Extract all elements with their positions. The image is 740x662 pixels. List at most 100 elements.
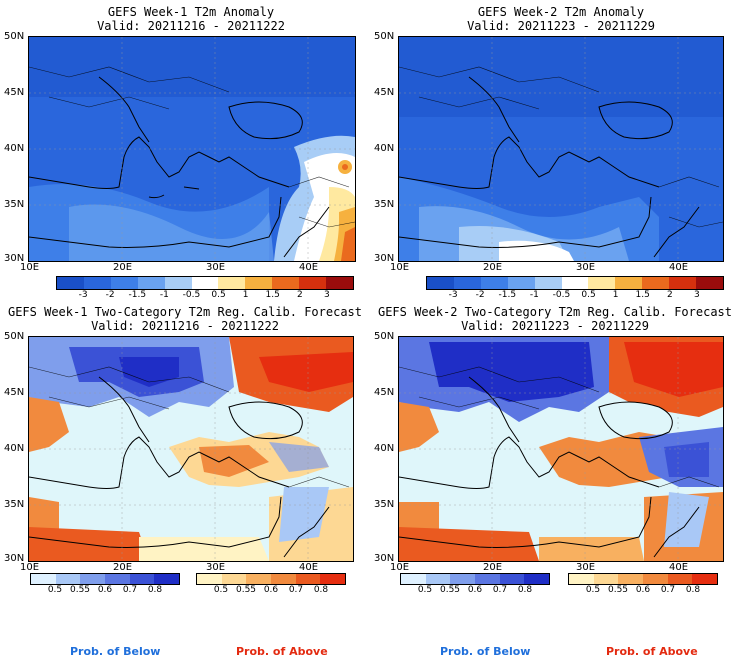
colorbar-tick-label: -1.5 <box>128 290 147 300</box>
colorbar-tick-label: 0.5 <box>581 290 596 300</box>
lon-label: 30E <box>206 262 226 273</box>
colorbar-tick-label: 0.7 <box>492 585 508 595</box>
colorbar-swatch <box>154 574 179 584</box>
colorbar-tick-label: 0.5 <box>213 585 229 595</box>
colorbar-tick-label: 0.6 <box>263 585 279 595</box>
colorbar-tick-label: 0.5 <box>211 290 226 300</box>
colorbar-swatch <box>561 277 589 289</box>
lat-label: 50N <box>374 31 395 42</box>
colorbar-tick-label: -1.5 <box>498 290 517 300</box>
lat-label: 35N <box>4 499 25 510</box>
colorbar-tick-label: 0.8 <box>685 585 701 595</box>
prob-above-colorbar <box>568 573 718 585</box>
colorbar-tick-label: -0.5 <box>552 290 571 300</box>
lat-label: 35N <box>374 499 395 510</box>
probability-map-week2 <box>399 337 723 561</box>
colorbar-tick-label: 0.5 <box>47 585 63 595</box>
colorbar-swatch <box>507 277 535 289</box>
lon-label: 10E <box>20 262 40 273</box>
panel-valid-dates: Valid: 20211216 - 20211222 <box>91 319 279 333</box>
colorbar-swatch <box>615 277 643 289</box>
colorbar-swatch <box>480 277 508 289</box>
colorbar-tick-label: -2 <box>105 290 115 300</box>
map-week2-probability <box>398 336 724 562</box>
map-week1-anomaly <box>28 36 356 262</box>
lon-label: 40E <box>299 262 319 273</box>
probability-map-week1 <box>29 337 353 561</box>
lat-label: 50N <box>374 331 395 342</box>
lon-label: 40E <box>669 562 689 573</box>
colorbar-tick-label: -0.5 <box>182 290 201 300</box>
panel-title: GEFS Week-2 Two-Category T2m Reg. Calib.… <box>370 305 740 333</box>
lat-label: 40N <box>4 443 25 454</box>
lon-label: 10E <box>390 262 410 273</box>
map-week1-probability <box>28 336 354 562</box>
colorbar-swatch <box>692 574 717 584</box>
anomaly-map-week2 <box>399 37 723 261</box>
colorbar-swatch <box>326 277 353 289</box>
colorbar-swatch <box>246 574 271 584</box>
panel-title: GEFS Week-1 Two-Category T2m Reg. Calib.… <box>0 305 370 333</box>
colorbar-swatch <box>618 574 643 584</box>
prob-above-colorbar <box>196 573 346 585</box>
anomaly-colorbar-labels: -3 -2 -1.5 -1 -0.5 0.5 1 1.5 2 3 <box>426 290 724 302</box>
lon-label: 10E <box>20 562 40 573</box>
colorbar-tick-label: 0.7 <box>660 585 676 595</box>
colorbar-swatch <box>80 574 105 584</box>
lon-label: 10E <box>390 562 410 573</box>
lat-label: 45N <box>374 387 395 398</box>
colorbar-swatch <box>320 574 345 584</box>
lat-label: 35N <box>4 199 25 210</box>
panel-title-text: GEFS Week-2 Two-Category T2m Reg. Calib.… <box>377 305 732 319</box>
colorbar-tick-label: 1.5 <box>635 290 650 300</box>
panel-valid-dates: Valid: 20211216 - 20211222 <box>97 19 285 33</box>
colorbar-swatch <box>299 277 327 289</box>
colorbar-swatch <box>453 277 481 289</box>
panel-title: GEFS Week-2 T2m Anomaly Valid: 20211223 … <box>398 5 724 33</box>
prob-below-label: Prob. of Below <box>70 645 161 658</box>
colorbar-tick-label: 0.8 <box>313 585 329 595</box>
colorbar-swatch <box>164 277 192 289</box>
prob-below-label: Prob. of Below <box>440 645 531 658</box>
colorbar-tick-label: 3 <box>324 290 330 300</box>
prob-below-colorbar-labels: 0.5 0.55 0.6 0.7 0.8 <box>30 585 180 597</box>
colorbar-tick-label: 0.55 <box>69 585 91 595</box>
lat-label: 30N <box>4 553 25 564</box>
colorbar-swatch <box>588 277 616 289</box>
colorbar-tick-label: 0.55 <box>235 585 257 595</box>
colorbar-swatch <box>104 574 130 584</box>
colorbar-tick-label: 0.6 <box>467 585 483 595</box>
lat-label: 45N <box>4 387 25 398</box>
lat-label: 30N <box>374 253 395 264</box>
colorbar-tick-label: 0.7 <box>288 585 304 595</box>
colorbar-swatch <box>524 574 549 584</box>
lon-label: 40E <box>669 262 689 273</box>
lon-label: 20E <box>483 262 503 273</box>
colorbar-tick-label: 2 <box>296 290 303 300</box>
colorbar-tick-label: -3 <box>78 290 88 300</box>
colorbar-swatch <box>642 574 668 584</box>
lat-label: 50N <box>4 331 25 342</box>
colorbar-swatch <box>642 277 670 289</box>
colorbar-swatch <box>83 277 111 289</box>
colorbar-swatch <box>450 574 475 584</box>
lat-label: 50N <box>4 31 25 42</box>
colorbar-swatch <box>218 277 246 289</box>
prob-above-label: Prob. of Above <box>236 645 328 658</box>
colorbar-swatch <box>137 277 165 289</box>
colorbar-tick-label: 3 <box>694 290 700 300</box>
colorbar-tick-label: 0.5 <box>417 585 433 595</box>
panel-title-text: GEFS Week-1 T2m Anomaly <box>107 5 275 19</box>
colorbar-swatch <box>31 574 56 584</box>
colorbar-swatch <box>593 574 619 584</box>
prob-below-colorbar-labels: 0.5 0.55 0.6 0.7 0.8 <box>400 585 550 597</box>
colorbar-tick-label: -2 <box>475 290 485 300</box>
colorbar-tick-label: 1 <box>612 290 619 300</box>
colorbar-swatch <box>401 574 426 584</box>
prob-above-label: Prob. of Above <box>606 645 698 658</box>
colorbar-tick-label: 2 <box>666 290 673 300</box>
anomaly-colorbar <box>56 276 354 290</box>
colorbar-tick-label: 0.55 <box>607 585 629 595</box>
colorbar-swatch <box>669 277 697 289</box>
colorbar-tick-label: -1 <box>159 290 169 300</box>
